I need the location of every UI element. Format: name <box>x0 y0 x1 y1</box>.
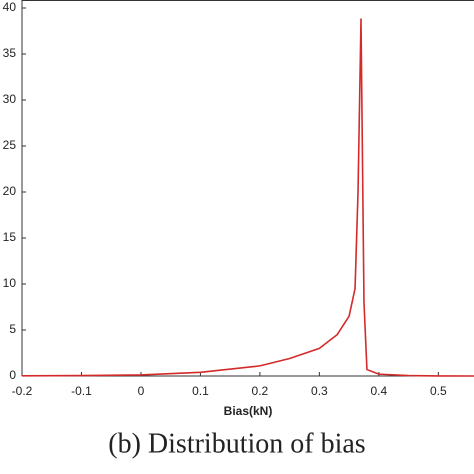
caption: (b) Distribution of bias <box>108 428 365 459</box>
y-tick-label: 10 <box>3 276 17 290</box>
x-tick-label: 0.4 <box>370 384 387 398</box>
y-tick-label: 40 <box>3 0 17 14</box>
y-tick-label: 25 <box>3 138 17 152</box>
y-tick-label: 15 <box>3 230 17 244</box>
x-tick-label: 0.2 <box>252 384 269 398</box>
y-tick-label: 35 <box>3 46 17 60</box>
x-tick-label: -0.2 <box>12 384 33 398</box>
y-tick-label: 30 <box>3 92 17 106</box>
line-series <box>21 18 474 377</box>
x-tick-label: -0.1 <box>71 384 92 398</box>
y-tick-label: 0 <box>9 368 16 382</box>
y-tick-label: 5 <box>9 322 16 336</box>
x-tick-label: 0 <box>138 384 145 398</box>
y-tick-label: 20 <box>3 184 17 198</box>
x-tick-label: 0.3 <box>311 384 328 398</box>
x-tick-label: 0.5 <box>430 384 447 398</box>
x-tick-label: 0.1 <box>192 384 209 398</box>
x-axis-label: Bias(kN) <box>224 404 273 418</box>
